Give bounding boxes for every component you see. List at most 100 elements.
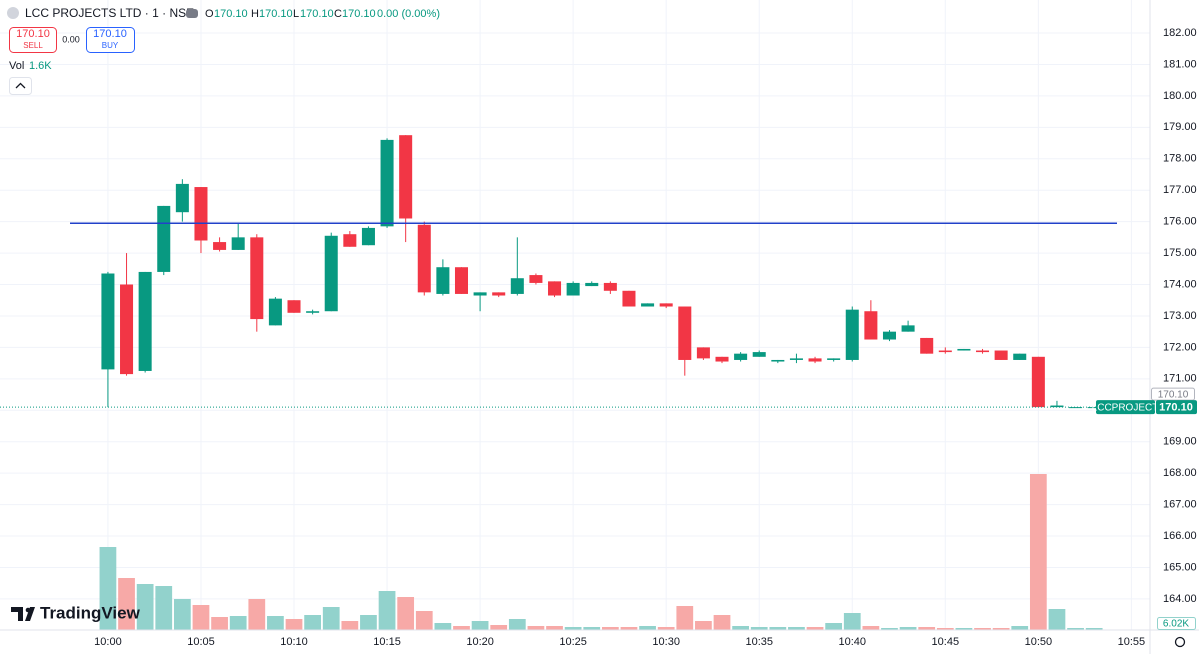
- market-status: [186, 9, 198, 18]
- y-tick-label: 165.00: [1163, 561, 1197, 573]
- volume-pane: [99, 474, 1103, 630]
- volume-bar: [341, 621, 359, 630]
- candle-body: [1069, 407, 1083, 409]
- candle-body: [659, 303, 673, 307]
- volume-bar: [992, 628, 1010, 630]
- y-tick-label: 169.00: [1163, 436, 1197, 448]
- logo-dot: [25, 607, 31, 613]
- volume-bar: [229, 616, 247, 630]
- volume-bar: [471, 621, 489, 630]
- candle-body: [213, 242, 227, 250]
- volume-bar: [118, 578, 135, 630]
- y-tick-label: 172.00: [1163, 341, 1197, 353]
- volume-bar: [862, 626, 880, 630]
- volume-bar: [1085, 628, 1103, 630]
- prev-price-label: 170.10: [1158, 389, 1189, 400]
- volume-bar: [620, 627, 638, 630]
- volume-bar: [155, 586, 173, 630]
- volume-bar: [806, 627, 824, 630]
- candle-body: [845, 309, 859, 360]
- volume-bar: [173, 599, 191, 630]
- candle-body: [175, 183, 189, 213]
- symbol-label: LCCPROJECT: [1092, 402, 1159, 413]
- candle-body: [994, 350, 1008, 360]
- settings-icon[interactable]: [1174, 636, 1186, 648]
- spread: 0.00: [62, 34, 80, 44]
- candle-body: [306, 311, 320, 313]
- candle-body: [529, 275, 543, 283]
- sell-button[interactable]: [9, 27, 57, 53]
- candle-body: [771, 359, 785, 362]
- buy-button[interactable]: [86, 27, 135, 53]
- sell-label: SELL: [23, 41, 43, 50]
- y-tick-label: 166.00: [1163, 530, 1197, 542]
- candle-body: [715, 356, 729, 362]
- candle-body: [678, 306, 692, 360]
- candle-body: [548, 281, 562, 296]
- candle-body: [752, 352, 766, 357]
- candle-body: [417, 224, 431, 293]
- volume-bar: [415, 611, 433, 630]
- volume-bar: [899, 627, 917, 630]
- candle-body: [976, 350, 990, 353]
- x-tick-label: 10:45: [932, 636, 960, 648]
- y-tick-label: 167.00: [1163, 498, 1197, 510]
- x-tick-label: 10:55: [1118, 636, 1146, 648]
- volume-bar: [304, 615, 321, 630]
- y-tick-label: 180.00: [1163, 90, 1197, 102]
- volume-bar: [453, 626, 470, 630]
- logo-text: TradingView: [40, 603, 141, 622]
- candle-body: [324, 235, 338, 312]
- x-tick-label: 10:15: [373, 636, 401, 648]
- legend-c: 170.10: [342, 8, 376, 20]
- legend-o: 170.10: [214, 8, 248, 20]
- x-tick-label: 10:40: [838, 636, 866, 648]
- volume-axis-box: [1157, 617, 1196, 630]
- y-tick-label: 178.00: [1163, 153, 1197, 165]
- candles: [0, 135, 1150, 409]
- volume-bar: [750, 627, 768, 630]
- candle-body: [194, 187, 208, 241]
- volume-bar: [732, 626, 749, 630]
- volume-axis-label: 6.02K: [1163, 619, 1189, 630]
- candle-body: [566, 282, 580, 296]
- candle-body: [938, 350, 952, 353]
- candle-body: [808, 358, 822, 362]
- candle-body: [231, 237, 245, 250]
- buy-price: 170.10: [93, 28, 127, 40]
- candle-body: [585, 282, 599, 287]
- volume-bar: [657, 627, 675, 630]
- candle-body: [1087, 407, 1101, 409]
- volume-bar: [936, 628, 954, 630]
- volume-bar: [583, 627, 601, 630]
- candle-body: [882, 331, 896, 340]
- y-tick-label: 174.00: [1163, 278, 1197, 290]
- symbol-title[interactable]: LCC PROJECTS LTD · 1 · NSE: [25, 6, 194, 20]
- collapse-button[interactable]: [9, 77, 32, 95]
- y-tick-label: 177.00: [1163, 184, 1197, 196]
- volume-bar: [99, 547, 117, 630]
- volume-bar: [713, 615, 731, 630]
- legend-o-label: O: [205, 8, 214, 20]
- candle-body: [1031, 356, 1045, 408]
- x-tick-label: 10:20: [466, 636, 494, 648]
- x-tick-label: 10:25: [559, 636, 587, 648]
- volume-bar: [695, 621, 712, 630]
- volume-bar: [639, 626, 656, 630]
- volume-bar: [136, 584, 154, 630]
- y-tick-label: 179.00: [1163, 121, 1197, 133]
- volume-bar: [881, 628, 898, 630]
- y-tick-label: 175.00: [1163, 247, 1197, 259]
- volume-bar: [1048, 609, 1066, 630]
- symbol-box: [1096, 400, 1155, 415]
- candle-body: [361, 227, 375, 246]
- legend-l-label: L: [293, 8, 299, 20]
- candle-body: [454, 267, 469, 294]
- legend-h-label: H: [251, 8, 259, 20]
- candle-body: [492, 292, 506, 296]
- candle-body: [734, 353, 748, 360]
- candle-body: [901, 325, 915, 332]
- volume-bar: [601, 627, 619, 630]
- legend-l: 170.10: [300, 8, 334, 20]
